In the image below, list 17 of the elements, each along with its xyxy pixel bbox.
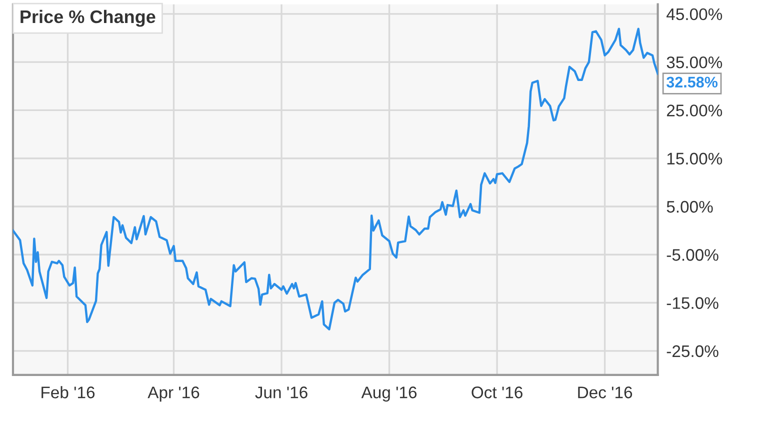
y-tick-label: 15.00% (667, 152, 722, 165)
x-tick-label: Aug '16 (361, 386, 417, 402)
x-tick-label: Oct '16 (472, 386, 522, 398)
x-tick-label: Apr '16 (148, 386, 200, 402)
x-tick-label: Dec '16 (578, 386, 632, 398)
y-tick-label: -25.0% (666, 345, 718, 358)
y-tick-label: -15.0% (666, 297, 718, 309)
y-tick-label: 5.00% (666, 200, 713, 213)
x-tick-label: Feb '16 (42, 386, 95, 398)
y-tick-label: 45.00% (666, 8, 722, 20)
line-series (12, 28, 658, 330)
y-tick-label: 35.00% (666, 56, 722, 68)
annotation: 32.58% (666, 76, 718, 88)
x-tick-label: Jun '16 (255, 386, 308, 398)
chart-title: Price % Change (20, 10, 156, 27)
y-tick-label: 25.00% (666, 104, 722, 116)
y-tick-label: -5.00% (666, 249, 718, 261)
